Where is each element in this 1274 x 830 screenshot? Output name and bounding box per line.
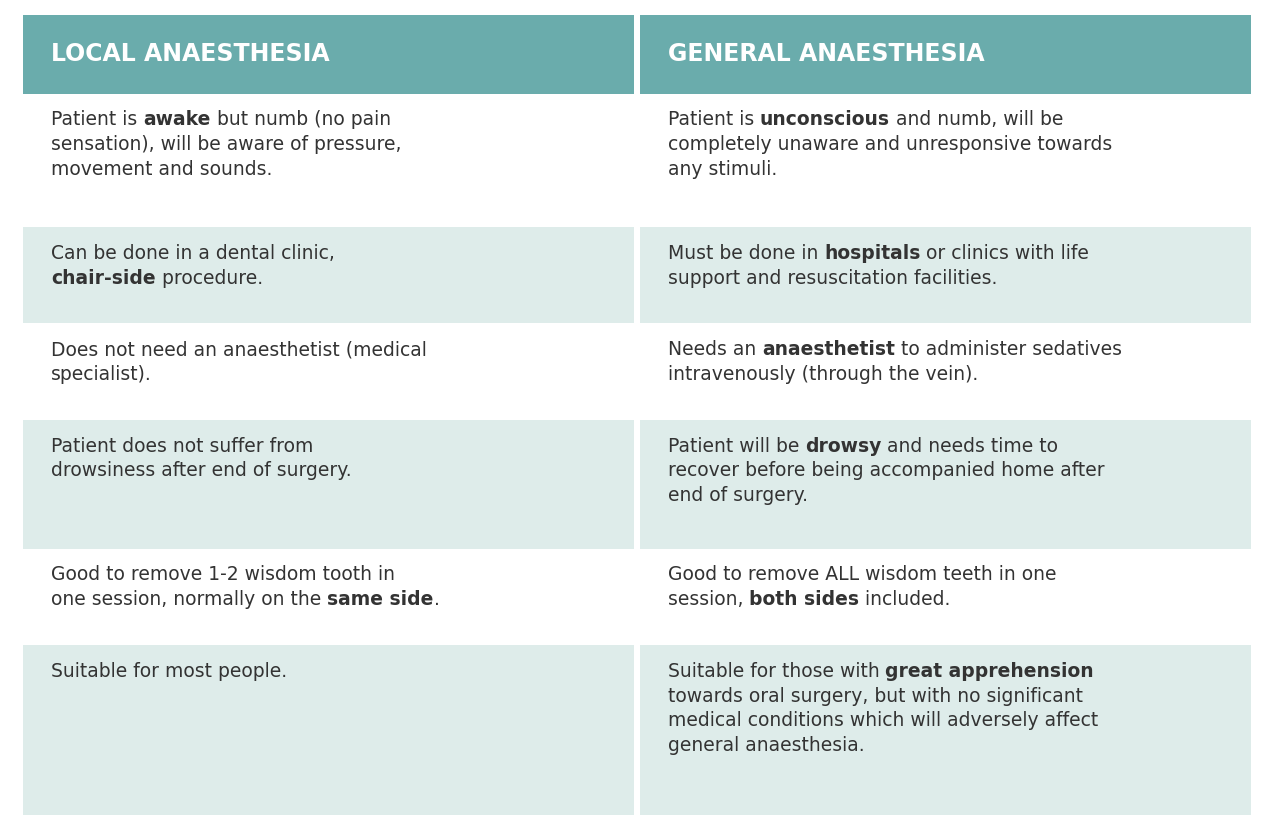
Text: Does not need an anaesthetist (medical: Does not need an anaesthetist (medical	[51, 340, 427, 359]
Text: general anaesthesia.: general anaesthesia.	[668, 736, 864, 755]
FancyBboxPatch shape	[23, 645, 634, 815]
Text: Patient does not suffer from: Patient does not suffer from	[51, 437, 313, 456]
Text: Suitable for those with: Suitable for those with	[668, 662, 885, 681]
Text: towards oral surgery, but with no significant: towards oral surgery, but with no signif…	[668, 686, 1083, 706]
Text: recover before being accompanied home after: recover before being accompanied home af…	[668, 461, 1105, 481]
Text: GENERAL ANAESTHESIA: GENERAL ANAESTHESIA	[668, 42, 985, 66]
FancyBboxPatch shape	[640, 227, 1251, 324]
Text: any stimuli.: any stimuli.	[668, 160, 777, 179]
Text: Good to remove 1-2 wisdom tooth in: Good to remove 1-2 wisdom tooth in	[51, 565, 395, 584]
FancyBboxPatch shape	[23, 324, 634, 420]
FancyBboxPatch shape	[23, 94, 634, 227]
Text: but numb (no pain: but numb (no pain	[210, 110, 391, 129]
Text: awake: awake	[143, 110, 210, 129]
Text: intravenously (through the vein).: intravenously (through the vein).	[668, 365, 978, 384]
Text: sensation), will be aware of pressure,: sensation), will be aware of pressure,	[51, 135, 401, 154]
FancyBboxPatch shape	[23, 227, 634, 324]
Text: specialist).: specialist).	[51, 365, 152, 384]
FancyBboxPatch shape	[23, 420, 634, 549]
FancyBboxPatch shape	[640, 420, 1251, 549]
Text: both sides: both sides	[749, 590, 859, 609]
Text: to administer sedatives: to administer sedatives	[894, 340, 1121, 359]
Text: same side: same side	[327, 590, 433, 609]
Text: and needs time to: and needs time to	[882, 437, 1059, 456]
Text: end of surgery.: end of surgery.	[668, 486, 808, 505]
Text: included.: included.	[859, 590, 950, 609]
Text: procedure.: procedure.	[155, 269, 262, 287]
Text: Needs an: Needs an	[668, 340, 762, 359]
FancyBboxPatch shape	[640, 15, 1251, 94]
Text: or clinics with life: or clinics with life	[920, 244, 1089, 262]
Text: completely unaware and unresponsive towards: completely unaware and unresponsive towa…	[668, 135, 1112, 154]
Text: one session, normally on the: one session, normally on the	[51, 590, 327, 609]
Text: Patient is: Patient is	[668, 110, 759, 129]
FancyBboxPatch shape	[640, 324, 1251, 420]
Text: medical conditions which will adversely affect: medical conditions which will adversely …	[668, 711, 1098, 730]
Text: session,: session,	[668, 590, 749, 609]
Text: drowsy: drowsy	[805, 437, 882, 456]
Text: and numb, will be: and numb, will be	[889, 110, 1064, 129]
Text: Good to remove ALL wisdom teeth in one: Good to remove ALL wisdom teeth in one	[668, 565, 1056, 584]
Text: chair-side: chair-side	[51, 269, 155, 287]
Text: drowsiness after end of surgery.: drowsiness after end of surgery.	[51, 461, 352, 481]
Text: LOCAL ANAESTHESIA: LOCAL ANAESTHESIA	[51, 42, 330, 66]
FancyBboxPatch shape	[23, 549, 634, 645]
FancyBboxPatch shape	[640, 645, 1251, 815]
Text: Patient will be: Patient will be	[668, 437, 805, 456]
Text: hospitals: hospitals	[824, 244, 920, 262]
Text: support and resuscitation facilities.: support and resuscitation facilities.	[668, 269, 998, 287]
FancyBboxPatch shape	[23, 15, 634, 94]
Text: Patient is: Patient is	[51, 110, 143, 129]
Text: great apprehension: great apprehension	[885, 662, 1094, 681]
FancyBboxPatch shape	[640, 94, 1251, 227]
Text: Must be done in: Must be done in	[668, 244, 824, 262]
Text: .: .	[433, 590, 440, 609]
Text: Suitable for most people.: Suitable for most people.	[51, 662, 287, 681]
FancyBboxPatch shape	[640, 549, 1251, 645]
Text: unconscious: unconscious	[759, 110, 889, 129]
Text: anaesthetist: anaesthetist	[762, 340, 894, 359]
Text: Can be done in a dental clinic,: Can be done in a dental clinic,	[51, 244, 335, 262]
Text: movement and sounds.: movement and sounds.	[51, 160, 273, 179]
